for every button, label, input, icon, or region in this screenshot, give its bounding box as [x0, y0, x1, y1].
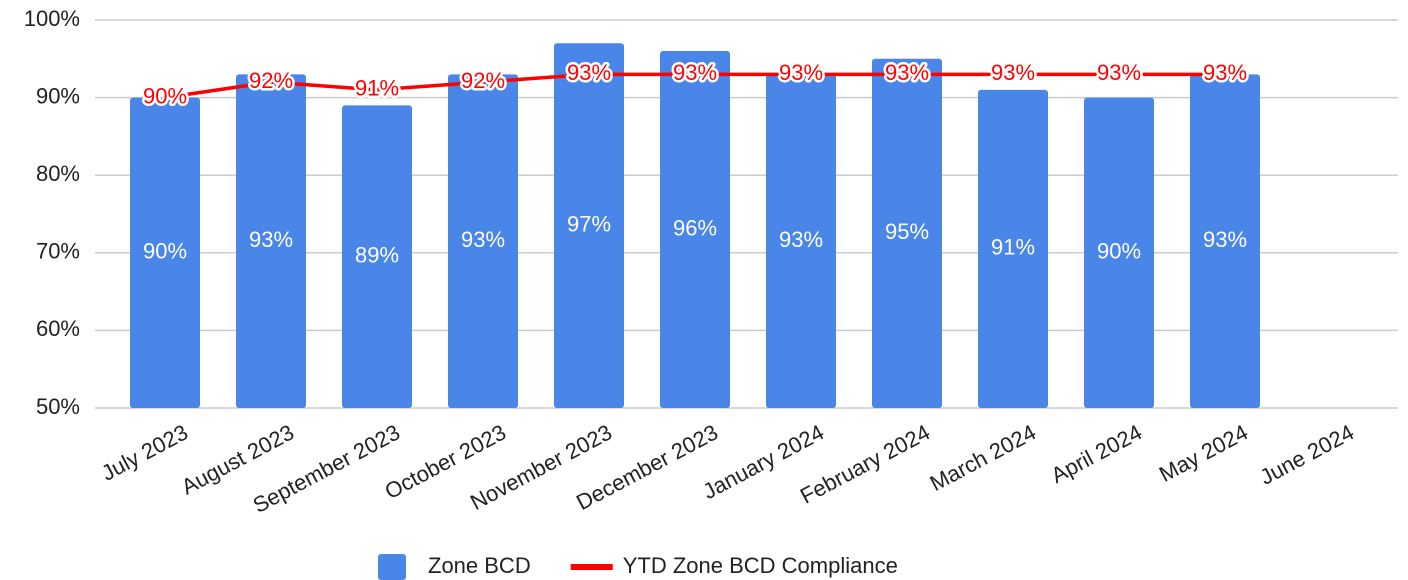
line-value-label: 93%	[567, 60, 611, 85]
bar-value-label: 90%	[143, 239, 187, 264]
bar-value-label: 95%	[885, 219, 929, 244]
bar	[1084, 97, 1154, 408]
bar-value-label: 93%	[249, 227, 293, 252]
bar-value-label: 96%	[673, 215, 717, 240]
legend-label: Zone BCD	[428, 553, 531, 578]
bar-value-label: 89%	[355, 242, 399, 267]
x-tick-label: April 2024	[1047, 419, 1146, 488]
line	[164, 72, 1225, 100]
line-value-label: 93%	[673, 60, 717, 85]
bar	[872, 58, 942, 409]
bar	[342, 105, 412, 409]
bar-value-label: 93%	[1203, 227, 1247, 252]
bar	[448, 74, 518, 408]
x-tick-label: March 2024	[926, 419, 1040, 496]
bar	[660, 51, 730, 408]
bar-value-label: 91%	[991, 235, 1035, 260]
bar-value-label: 93%	[779, 227, 823, 252]
line-value-label: 93%	[1203, 60, 1247, 85]
line-value-label: 93%	[885, 60, 929, 85]
line-value-label: 92%	[249, 68, 293, 93]
bar	[236, 74, 306, 408]
line-value-label: 90%	[143, 83, 187, 108]
y-tick-label: 100%	[24, 6, 80, 31]
line-value-label: 93%	[779, 60, 823, 85]
y-tick-label: 90%	[36, 83, 80, 108]
x-tick-label: June 2024	[1256, 419, 1358, 489]
bar	[978, 89, 1048, 408]
legend-label: YTD Zone BCD Compliance	[623, 553, 898, 578]
bar	[554, 43, 624, 408]
x-tick-label: July 2023	[97, 419, 192, 485]
y-tick-label: 80%	[36, 161, 80, 186]
y-tick-label: 70%	[36, 239, 80, 264]
x-tick-label: May 2024	[1155, 419, 1252, 486]
bar	[1190, 74, 1260, 408]
bar-value-label: 93%	[461, 227, 505, 252]
bar	[766, 74, 836, 408]
legend-swatch	[378, 554, 406, 580]
bar-value-label: 90%	[1097, 239, 1141, 264]
bar	[130, 97, 200, 408]
line-value-label: 93%	[991, 60, 1035, 85]
line-value-label: 93%	[1097, 60, 1141, 85]
y-tick-label: 60%	[36, 316, 80, 341]
bar-value-label: 97%	[567, 211, 611, 236]
line-value-label: 92%	[461, 68, 505, 93]
y-tick-label: 50%	[36, 394, 80, 419]
line-value-label: 91%	[355, 76, 399, 101]
